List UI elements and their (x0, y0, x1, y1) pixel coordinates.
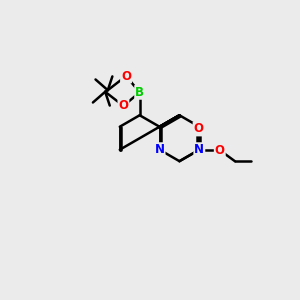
Text: O: O (215, 144, 225, 157)
Text: O: O (194, 122, 204, 135)
Text: N: N (154, 143, 165, 156)
Text: O: O (121, 70, 131, 83)
Text: B: B (135, 86, 144, 99)
Text: O: O (118, 99, 128, 112)
Text: N: N (194, 143, 204, 156)
